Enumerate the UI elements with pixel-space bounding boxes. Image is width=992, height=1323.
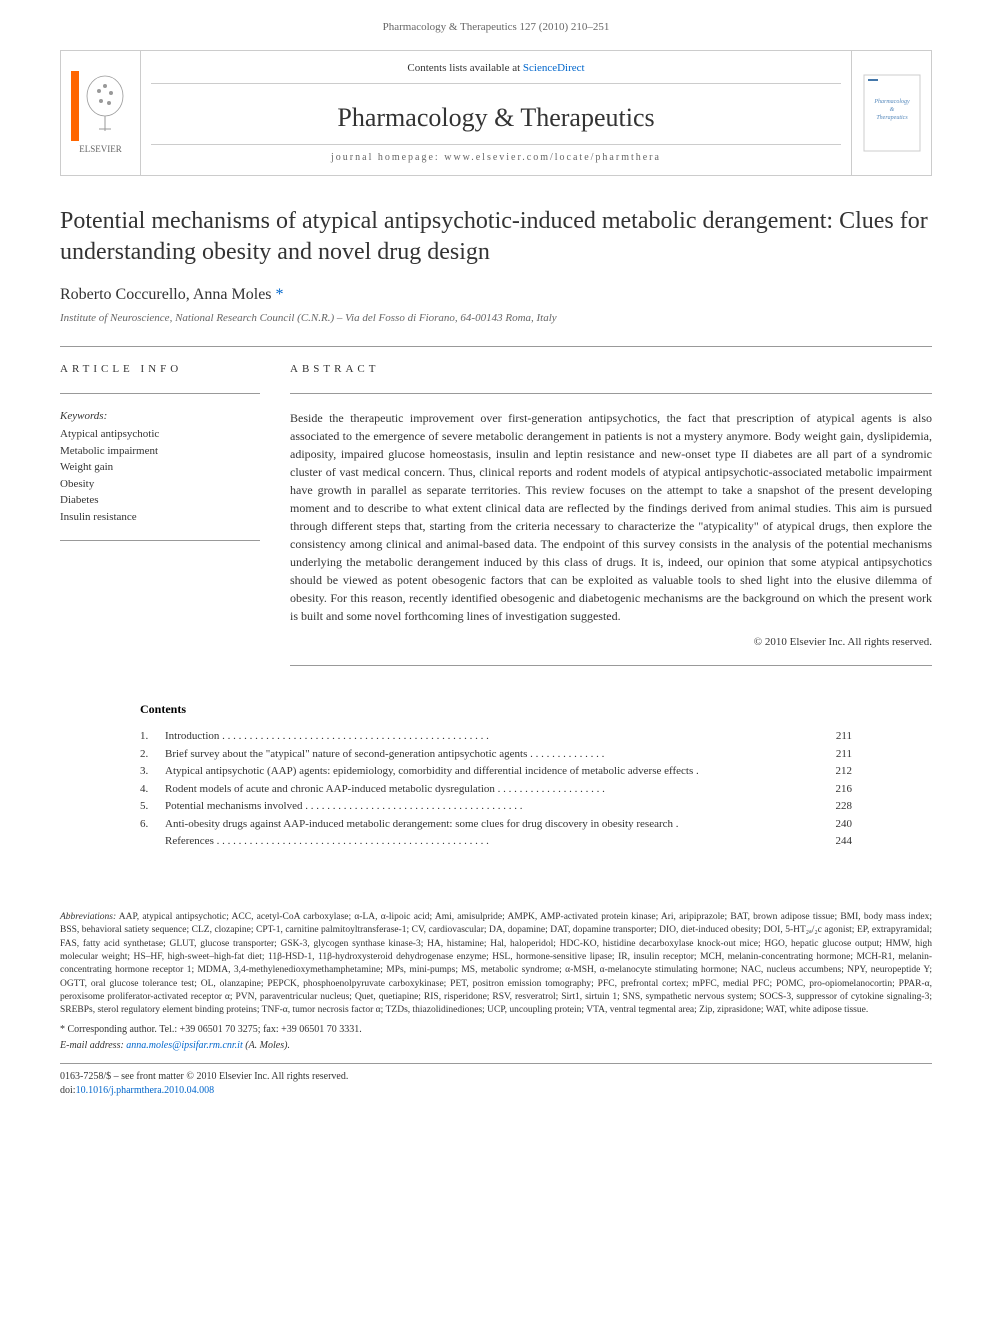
journal-homepage-line: journal homepage: www.elsevier.com/locat… [151, 144, 841, 165]
journal-name: Pharmacology & Therapeutics [337, 100, 654, 136]
masthead-center: Contents lists available at ScienceDirec… [141, 51, 851, 175]
info-abstract-row: ARTICLE INFO Keywords: Atypical antipsyc… [60, 362, 932, 681]
elsevier-tree-icon [71, 71, 131, 141]
abstract-col: ABSTRACT Beside the therapeutic improvem… [290, 362, 932, 681]
article-info-col: ARTICLE INFO Keywords: Atypical antipsyc… [60, 362, 260, 681]
authors-line: Roberto Coccurello, Anna Moles * [60, 284, 932, 306]
toc-row: 3.Atypical antipsychotic (AAP) agents: e… [140, 763, 852, 781]
footer-doi-line: doi:10.1016/j.pharmthera.2010.04.008 [60, 1084, 932, 1098]
toc-row: References . . . . . . . . . . . . . . .… [140, 833, 852, 851]
keywords-label: Keywords: [60, 409, 260, 424]
elsevier-logo: ELSEVIER [61, 51, 141, 175]
divider [290, 393, 932, 394]
elsevier-label: ELSEVIER [79, 143, 122, 156]
toc-number: 2. [140, 746, 165, 764]
article-title: Potential mechanisms of atypical antipsy… [60, 206, 932, 268]
divider [290, 665, 932, 666]
divider [60, 393, 260, 394]
toc-row: 2.Brief survey about the "atypical" natu… [140, 746, 852, 764]
keyword-item: Insulin resistance [60, 509, 260, 526]
toc-number: 6. [140, 816, 165, 834]
toc-number [140, 833, 165, 851]
keyword-item: Diabetes [60, 492, 260, 509]
toc-page: 211 [812, 746, 852, 764]
toc-title: References . . . . . . . . . . . . . . .… [165, 833, 812, 851]
toc-row: 5.Potential mechanisms involved . . . . … [140, 798, 852, 816]
svg-text:Therapeutics: Therapeutics [876, 115, 908, 121]
svg-text:&: & [889, 107, 894, 113]
toc-page: 244 [812, 833, 852, 851]
toc-title: Anti-obesity drugs against AAP-induced m… [165, 816, 812, 834]
toc-title: Introduction . . . . . . . . . . . . . .… [165, 728, 812, 746]
toc-number: 1. [140, 728, 165, 746]
copyright-line: © 2010 Elsevier Inc. All rights reserved… [290, 635, 932, 650]
toc-title: Atypical antipsychotic (AAP) agents: epi… [165, 763, 812, 781]
email-line: E-mail address: anna.moles@ipsifar.rm.cn… [60, 1039, 932, 1053]
corresponding-author-line: * Corresponding author. Tel.: +39 06501 … [60, 1023, 932, 1037]
abbreviations-text: AAP, atypical antipsychotic; ACC, acetyl… [60, 912, 932, 1015]
keywords-list: Atypical antipsychoticMetabolic impairme… [60, 426, 260, 525]
keyword-item: Obesity [60, 476, 260, 493]
contents-available-line: Contents lists available at ScienceDirec… [151, 61, 841, 83]
contents-heading: Contents [140, 701, 852, 718]
footer: 0163-7258/$ – see front matter © 2010 El… [60, 1063, 932, 1098]
toc-title: Brief survey about the "atypical" nature… [165, 746, 812, 764]
journal-cover-thumb: Pharmacology & Therapeutics [851, 51, 931, 175]
toc-page: 216 [812, 781, 852, 799]
affiliation: Institute of Neuroscience, National Rese… [60, 311, 932, 326]
divider [60, 346, 932, 347]
toc-page: 240 [812, 816, 852, 834]
keyword-item: Atypical antipsychotic [60, 426, 260, 443]
doi-prefix: doi: [60, 1085, 76, 1096]
toc-row: 4.Rodent models of acute and chronic AAP… [140, 781, 852, 799]
toc-title: Rodent models of acute and chronic AAP-i… [165, 781, 812, 799]
contents-section: Contents 1.Introduction . . . . . . . . … [140, 701, 852, 851]
toc-number: 3. [140, 763, 165, 781]
toc-page: 211 [812, 728, 852, 746]
email-suffix: (A. Moles). [243, 1040, 290, 1051]
toc-number: 4. [140, 781, 165, 799]
authors-names: Roberto Coccurello, Anna Moles [60, 286, 276, 303]
doi-link[interactable]: 10.1016/j.pharmthera.2010.04.008 [76, 1085, 215, 1096]
toc-row: 1.Introduction . . . . . . . . . . . . .… [140, 728, 852, 746]
toc-number: 5. [140, 798, 165, 816]
divider [60, 540, 260, 541]
homepage-url: www.elsevier.com/locate/pharmthera [444, 152, 661, 163]
journal-masthead: ELSEVIER Contents lists available at Sci… [60, 50, 932, 176]
email-label: E-mail address: [60, 1040, 126, 1051]
abbreviations-block: Abbreviations: AAP, atypical antipsychot… [60, 911, 932, 1017]
toc-page: 228 [812, 798, 852, 816]
toc-list: 1.Introduction . . . . . . . . . . . . .… [140, 728, 852, 851]
abbreviations-label: Abbreviations: [60, 912, 116, 922]
homepage-prefix: journal homepage: [331, 152, 444, 163]
toc-row: 6.Anti-obesity drugs against AAP-induced… [140, 816, 852, 834]
running-header: Pharmacology & Therapeutics 127 (2010) 2… [60, 20, 932, 35]
cover-image-icon: Pharmacology & Therapeutics [862, 73, 922, 153]
toc-page: 212 [812, 763, 852, 781]
contents-prefix: Contents lists available at [407, 62, 522, 74]
sciencedirect-link[interactable]: ScienceDirect [523, 62, 585, 74]
keyword-item: Weight gain [60, 459, 260, 476]
keyword-item: Metabolic impairment [60, 443, 260, 460]
abstract-text: Beside the therapeutic improvement over … [290, 409, 932, 625]
article-info-label: ARTICLE INFO [60, 362, 260, 377]
footer-copyright: 0163-7258/$ – see front matter © 2010 El… [60, 1070, 932, 1084]
email-link[interactable]: anna.moles@ipsifar.rm.cnr.it [126, 1040, 242, 1051]
toc-title: Potential mechanisms involved . . . . . … [165, 798, 812, 816]
svg-text:Pharmacology: Pharmacology [873, 99, 910, 105]
corresponding-marker-link[interactable]: * [276, 286, 284, 303]
abstract-label: ABSTRACT [290, 362, 932, 377]
